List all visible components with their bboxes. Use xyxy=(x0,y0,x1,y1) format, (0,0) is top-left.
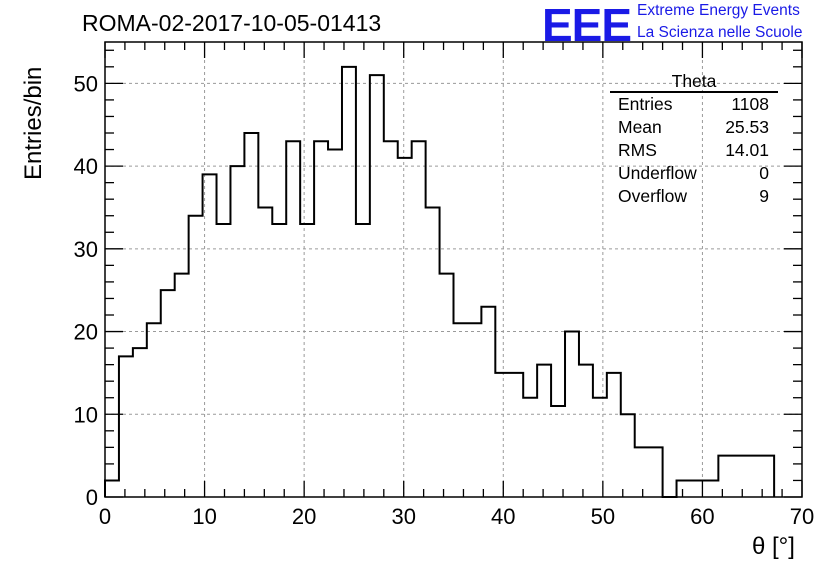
x-tick-label: 20 xyxy=(292,504,316,529)
x-tick-label: 10 xyxy=(192,504,216,529)
stats-label: Overflow xyxy=(618,186,688,206)
histogram-line xyxy=(104,65,776,498)
stats-row-mean: Mean 25.53 xyxy=(612,116,778,139)
plot-frame xyxy=(104,41,803,498)
stats-title: Theta xyxy=(610,72,778,93)
x-tick-label: 70 xyxy=(790,504,814,529)
stats-row-entries: Entries 1108 xyxy=(612,93,778,116)
stats-box: Theta Entries 1108 Mean 25.53 RMS 14.01 Und… xyxy=(610,72,778,208)
x-tick-label: 50 xyxy=(591,504,615,529)
stats-value: 14.01 xyxy=(725,140,769,160)
logo-line-1: Extreme Energy Events xyxy=(637,2,800,19)
x-axis-label: θ [°] xyxy=(752,533,795,560)
x-tick-label: 0 xyxy=(99,504,111,529)
y-tick-label: 50 xyxy=(74,71,98,96)
x-tick-label: 60 xyxy=(690,504,714,529)
logo-line-2: La Scienza nelle Scuole xyxy=(637,24,803,41)
stats-row-rms: RMS 14.01 xyxy=(612,139,778,162)
x-tick-label: 40 xyxy=(491,504,515,529)
stats-value: 0 xyxy=(759,163,769,183)
eee-logo: EEE xyxy=(542,0,632,51)
stats-row-overflow: Overflow 9 xyxy=(612,185,778,208)
axis-ticks xyxy=(104,42,803,498)
stats-value: 25.53 xyxy=(725,117,769,137)
y-tick-label: 40 xyxy=(74,154,98,179)
y-axis-label: Entries/bin xyxy=(20,66,47,180)
x-tick-labels: 0 10 20 30 40 50 60 70 xyxy=(99,504,814,529)
stats-value: 9 xyxy=(759,186,769,206)
y-tick-label: 20 xyxy=(74,320,98,345)
stats-label: Underflow xyxy=(618,163,697,183)
stats-label: Entries xyxy=(618,94,673,114)
y-tick-labels: 0 10 20 30 40 50 xyxy=(74,71,98,510)
stats-value: 1108 xyxy=(731,94,769,114)
y-tick-label: 30 xyxy=(74,237,98,262)
stats-row-underflow: Underflow 0 xyxy=(612,162,778,185)
grid-lines xyxy=(105,42,802,497)
stats-label: Mean xyxy=(618,117,662,137)
y-tick-label: 0 xyxy=(86,485,98,510)
stats-label: RMS xyxy=(618,140,657,160)
y-tick-label: 10 xyxy=(74,402,98,427)
run-title: ROMA-02-2017-10-05-01413 xyxy=(82,10,382,36)
x-tick-label: 30 xyxy=(391,504,415,529)
